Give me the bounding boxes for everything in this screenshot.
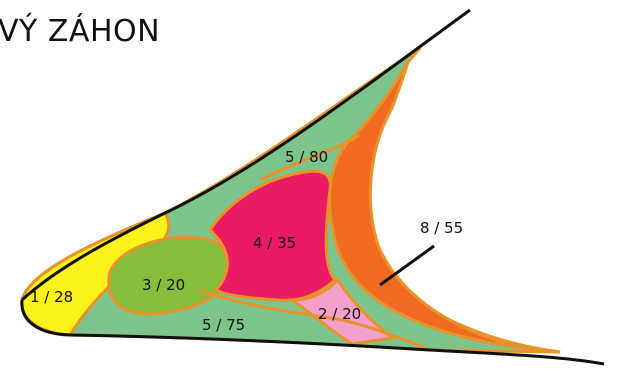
diagram-title: VÝ ZÁHON — [0, 14, 161, 49]
outer-curve-bottom — [20, 299, 605, 366]
border-line — [259, 133, 361, 182]
label-pink: 2 / 20 — [318, 305, 361, 323]
label-magenta: 4 / 35 — [253, 234, 296, 252]
label-top: 5 / 80 — [285, 148, 328, 166]
label-yellow: 1 / 28 — [30, 288, 73, 306]
border-line — [199, 288, 431, 352]
label-bottom: 5 / 75 — [202, 316, 245, 334]
section-magenta — [208, 169, 338, 302]
label-orange: 8 / 55 — [420, 219, 463, 237]
label-lime: 3 / 20 — [142, 276, 185, 294]
pointer-line — [379, 244, 435, 287]
outer-curve-top — [20, 8, 471, 302]
